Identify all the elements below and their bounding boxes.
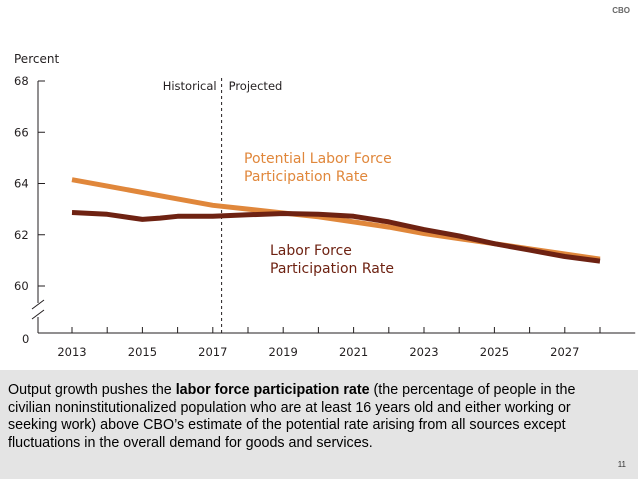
y-tick-label-66: 66 — [14, 125, 29, 139]
x-axis: 2013 2015 2017 2019 2021 2023 2025 2027 — [38, 327, 636, 359]
y-axis-label: Percent — [14, 52, 59, 66]
x-tick-label-2027: 2027 — [550, 345, 579, 359]
x-tick-label-2019: 2019 — [269, 345, 298, 359]
axis-break-mark — [31, 309, 45, 320]
labor-force-chart: Percent 60 62 64 66 68 0 2013 2015 2017 2019 2021… — [14, 52, 636, 359]
actual-rate-label-line2: Participation Rate — [270, 261, 394, 277]
page-number: 11 — [617, 460, 626, 469]
y-tick-label-60: 60 — [14, 279, 29, 293]
potential-rate-label-line1: Potential Labor Force — [244, 151, 392, 167]
series-layer — [71, 177, 601, 264]
series-labels: Potential Labor Force Participation Rate… — [244, 151, 394, 277]
projected-label: Projected — [229, 79, 283, 93]
axis-break-mark — [31, 299, 45, 310]
historical-label: Historical — [163, 79, 217, 93]
y-break-label: 0 — [22, 332, 29, 346]
actual-rate-line — [71, 210, 601, 264]
caption-part2: (the percentage of people in the civilia… — [8, 382, 576, 451]
caption-bold: labor force participation rate — [175, 382, 370, 398]
cbo-logo: CBO — [612, 6, 630, 15]
y-axis: 60 62 64 66 68 0 — [14, 74, 45, 346]
potential-rate-label-line2: Participation Rate — [244, 169, 368, 185]
x-tick-label-2013: 2013 — [57, 345, 86, 359]
x-tick-label-2017: 2017 — [198, 345, 227, 359]
caption-part1: Output growth pushes the — [8, 382, 176, 398]
x-tick-label-2015: 2015 — [128, 345, 157, 359]
caption-text: Output growth pushes the labor force par… — [8, 382, 578, 452]
x-tick-label-2021: 2021 — [339, 345, 368, 359]
y-tick-label-62: 62 — [14, 228, 29, 242]
caption-box: Output growth pushes the labor force par… — [0, 370, 638, 479]
x-tick-label-2025: 2025 — [480, 345, 509, 359]
x-tick-label-2023: 2023 — [409, 345, 438, 359]
actual-rate-label-line1: Labor Force — [270, 243, 352, 259]
y-tick-label-68: 68 — [14, 74, 29, 88]
y-tick-label-64: 64 — [14, 177, 29, 191]
